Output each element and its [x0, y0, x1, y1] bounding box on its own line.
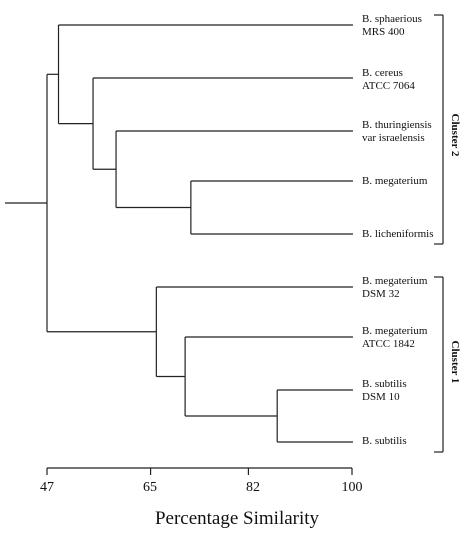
x-tick-label: 82	[246, 480, 260, 495]
cluster-1-label: Cluster 1	[449, 340, 461, 384]
leaf-name: B. cereus	[362, 67, 403, 79]
leaf-name: B. sphaerious	[362, 13, 422, 25]
leaf-label: B. thuringiensis var israelensis	[362, 119, 432, 145]
leaf-name: B. thuringiensis	[362, 119, 432, 131]
leaf-name: B. licheniformis	[362, 228, 434, 240]
leaf-label: B. megaterium DSM 32	[362, 275, 427, 301]
leaf-label: B. cereus ATCC 7064	[362, 67, 415, 93]
leaf-sub: DSM 32	[362, 288, 400, 300]
x-tick-label: 100	[341, 480, 363, 495]
leaf-sub: var israelensis	[362, 132, 425, 144]
leaf-sub: DSM 10	[362, 391, 400, 403]
leaf-label: B. subtilis DSM 10	[362, 378, 407, 404]
leaf-sub: ATCC 1842	[362, 338, 415, 350]
leaf-label: B. licheniformis	[362, 228, 434, 241]
leaf-label: B. subtilis	[362, 435, 407, 448]
leaf-name: B. subtilis	[362, 435, 407, 447]
leaf-name: B. megaterium	[362, 325, 428, 337]
leaf-name: B. megaterium	[362, 175, 428, 187]
leaf-sub: MRS 400	[362, 26, 405, 38]
leaf-label: B. megaterium	[362, 175, 427, 188]
leaf-name: B. megaterium	[362, 275, 428, 287]
leaf-label: B. sphaerious MRS 400	[362, 13, 422, 39]
x-tick-label: 65	[143, 480, 157, 495]
leaf-label: B. megaterium ATCC 1842	[362, 325, 427, 351]
leaf-sub: ATCC 7064	[362, 80, 415, 92]
x-axis-title: Percentage Similarity	[154, 508, 320, 529]
leaf-name: B. subtilis	[362, 378, 407, 390]
x-tick-label: 47	[40, 480, 54, 495]
cluster-2-label: Cluster 2	[449, 113, 461, 157]
